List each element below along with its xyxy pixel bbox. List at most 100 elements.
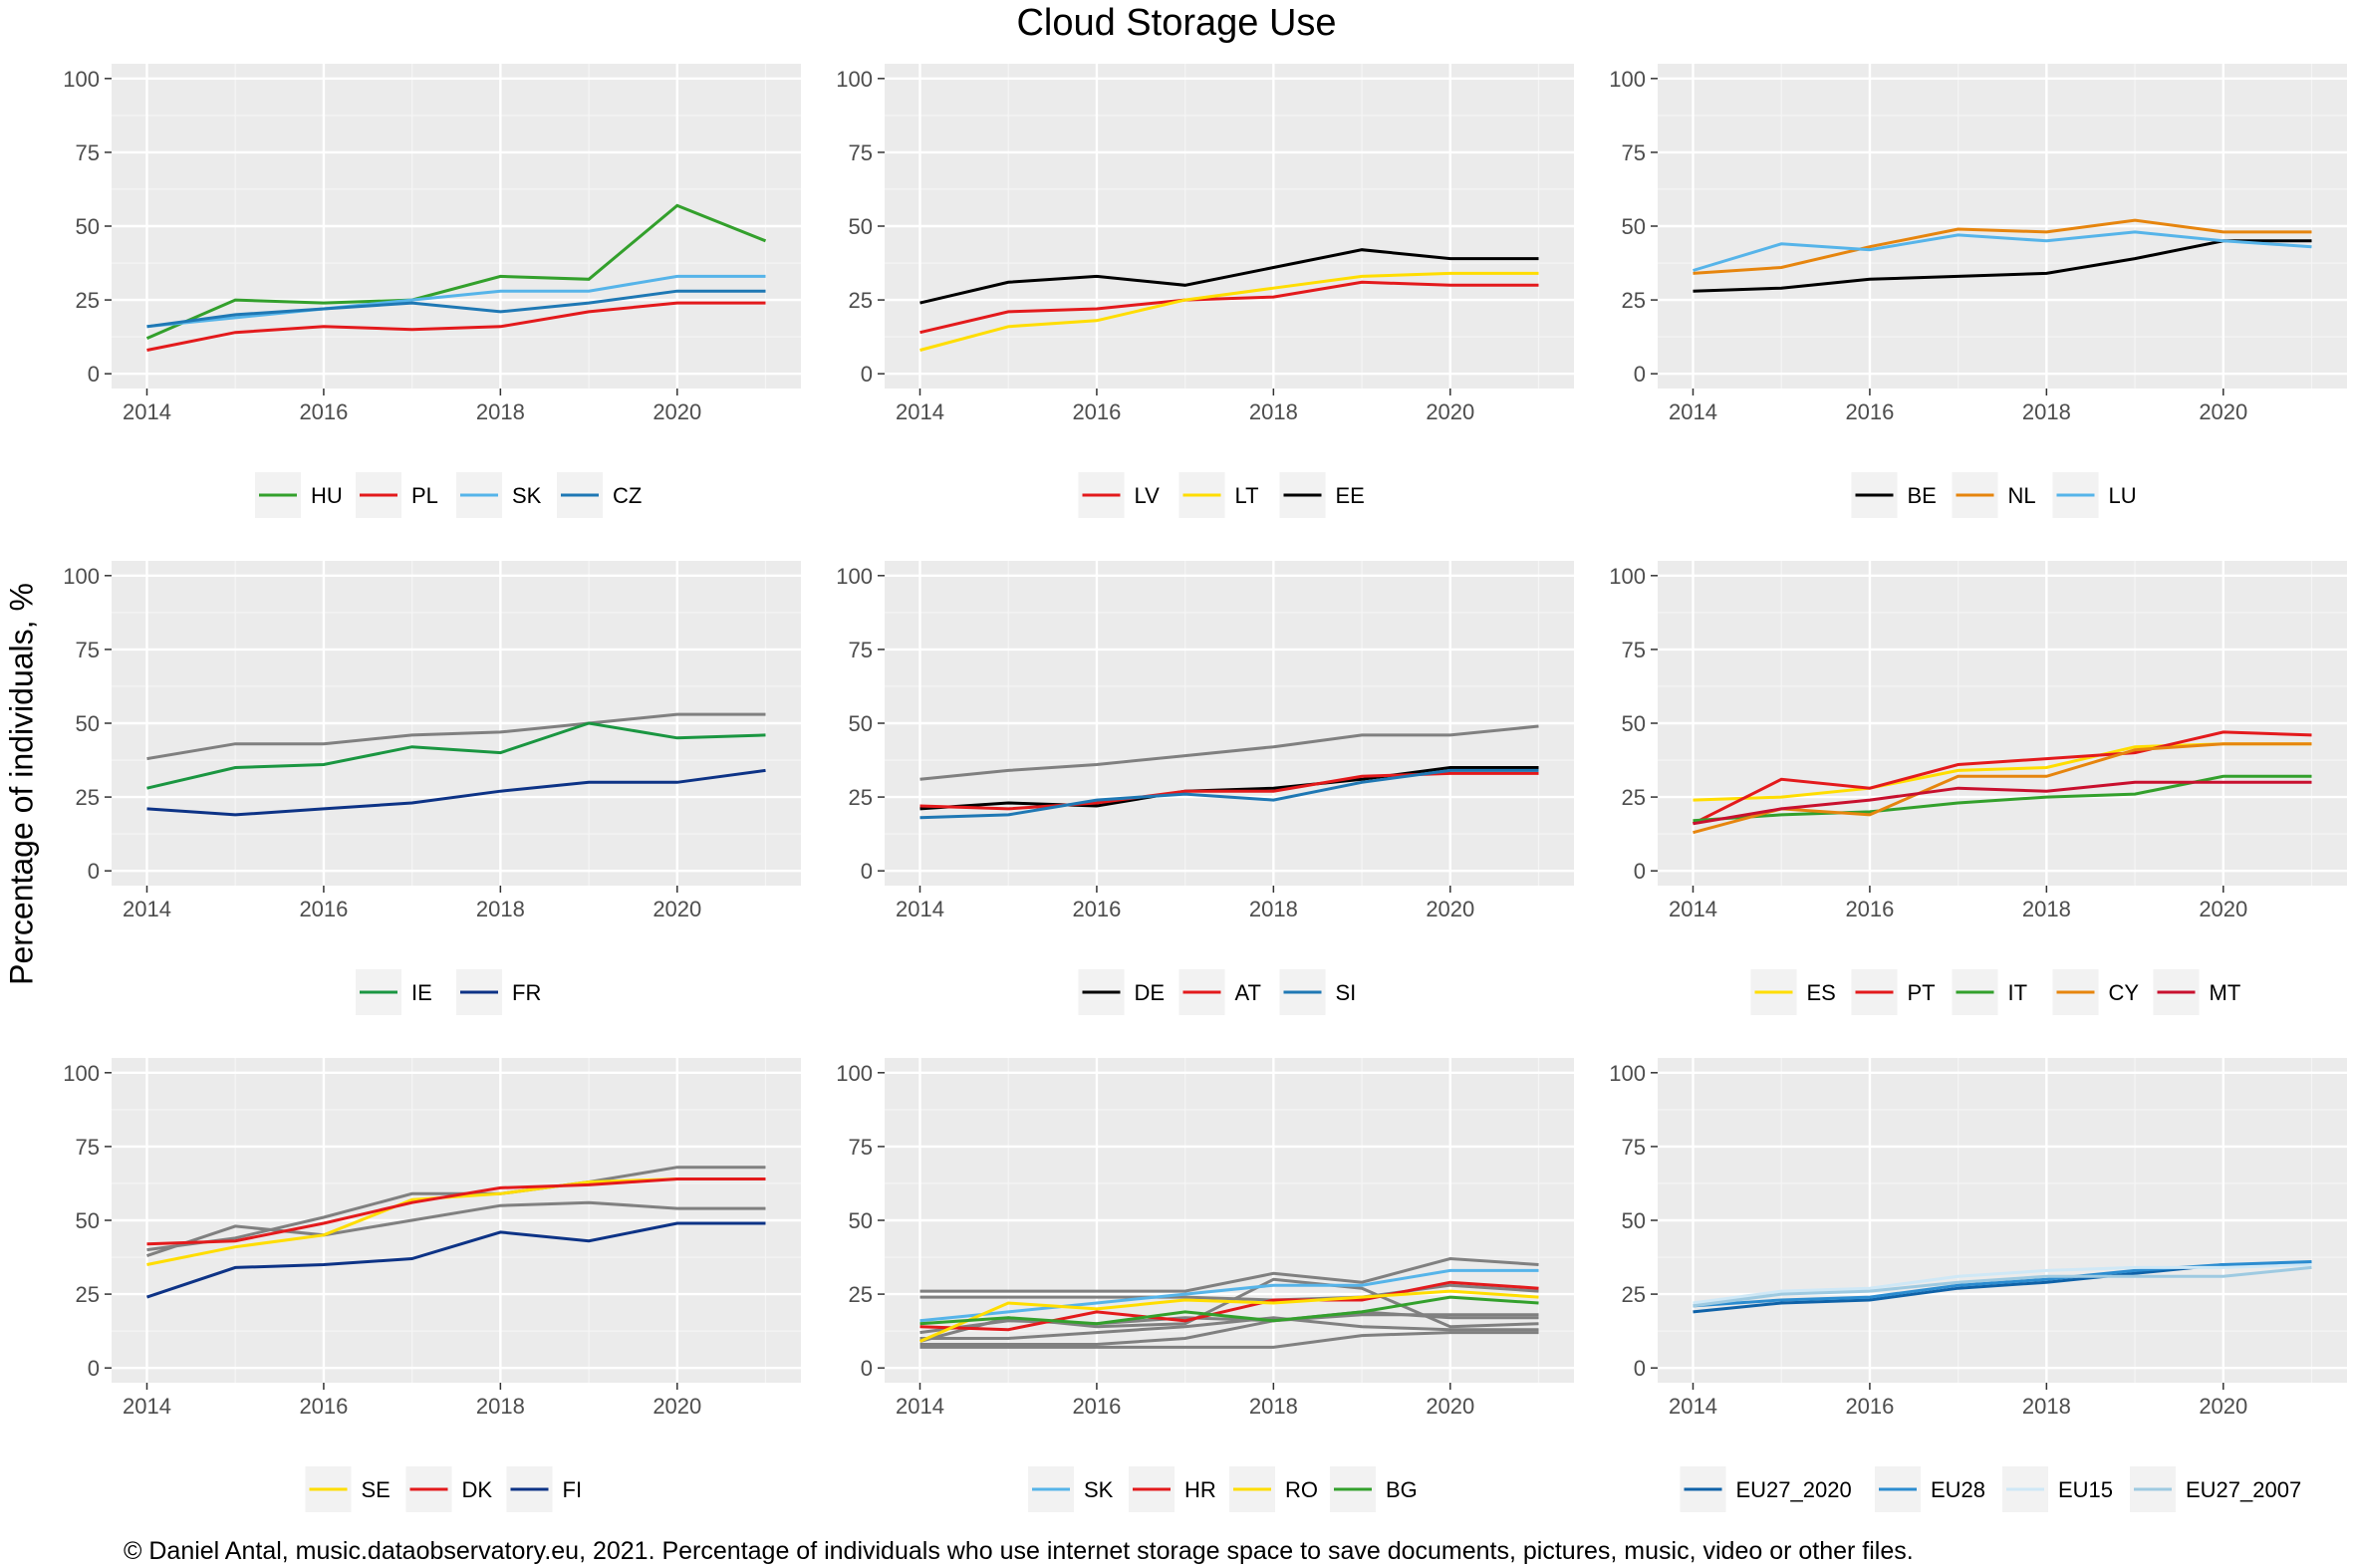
- background-series-line: [146, 1200, 766, 1258]
- y-tick-label: 100: [63, 67, 100, 92]
- series-line-hu: [145, 203, 767, 340]
- legend-label: SK: [1084, 1477, 1114, 1502]
- legend-item-lt: LT: [1178, 472, 1259, 518]
- legend-label: EU15: [2058, 1477, 2113, 1502]
- y-tick-label: 25: [1622, 1282, 1646, 1307]
- x-tick-label: 2018: [2022, 1394, 2071, 1419]
- series-line-mt: [1693, 780, 2312, 826]
- legend-item-fi: FI: [506, 1466, 582, 1512]
- legend-item-hu: HU: [255, 472, 343, 518]
- legend-label: DK: [462, 1477, 493, 1502]
- y-tick-label: 25: [76, 288, 100, 313]
- series-line-pl: [146, 301, 766, 352]
- y-tick-label: 100: [836, 67, 873, 92]
- x-tick-label: 2016: [1072, 399, 1121, 424]
- series-line-cz: [146, 289, 766, 329]
- series-line-eu15: [1693, 1263, 2312, 1305]
- legend-label: SK: [512, 483, 542, 508]
- legend-item-cz: CZ: [557, 472, 642, 518]
- x-tick-label: 2016: [1072, 1394, 1121, 1419]
- x-tick-label: 2020: [2199, 897, 2247, 921]
- y-tick-label: 50: [1622, 711, 1646, 736]
- series-line-pt: [1692, 730, 2312, 826]
- series-line-ee: [919, 248, 1539, 305]
- y-tick-label: 0: [1634, 362, 1646, 387]
- x-tick-label: 2014: [123, 1394, 171, 1419]
- y-tick-label: 25: [1622, 288, 1646, 313]
- y-tick-label: 25: [76, 785, 100, 810]
- legend-item-mt: MT: [2153, 969, 2240, 1015]
- y-tick-label: 100: [63, 564, 100, 589]
- legend-label: PL: [411, 483, 438, 508]
- legend-label: IE: [411, 980, 432, 1005]
- legend-item-be: BE: [1851, 472, 1937, 518]
- y-tick-label: 75: [849, 638, 873, 662]
- legend-item-bg: BG: [1330, 1466, 1418, 1512]
- y-tick-label: 0: [861, 859, 873, 884]
- x-tick-label: 2014: [1669, 399, 1717, 424]
- panel-5: 0 25 50 75 100 2014 2016 2018 2020 DE AT SI: [836, 561, 1574, 1015]
- legend: IE FR: [356, 969, 541, 1015]
- legend-item-pl: PL: [356, 472, 438, 518]
- legend-label: CZ: [613, 483, 642, 508]
- legend-label: LT: [1235, 483, 1259, 508]
- series-line-be: [1693, 239, 2312, 293]
- series-line-ro: [918, 1289, 1539, 1343]
- panel-4: 0 25 50 75 100 2014 2016 2018 2020 IE FR: [63, 561, 801, 1015]
- legend-item-de: DE: [1078, 969, 1165, 1015]
- y-tick-label: 75: [76, 1135, 100, 1160]
- series-line-sk: [919, 1268, 1539, 1323]
- legend-item-eu27_2007: EU27_2007: [2130, 1466, 2301, 1512]
- x-tick-label: 2014: [1669, 897, 1717, 921]
- y-tick-label: 75: [1622, 1135, 1646, 1160]
- series-line-dk: [146, 1177, 766, 1246]
- x-tick-label: 2014: [896, 399, 944, 424]
- x-tick-label: 2016: [1072, 897, 1121, 921]
- legend-item-eu27_2020: EU27_2020: [1680, 1466, 1852, 1512]
- x-tick-label: 2018: [476, 897, 525, 921]
- legend-item-dk: DK: [405, 1466, 493, 1512]
- y-tick-label: 50: [849, 1208, 873, 1233]
- legend-item-lv: LV: [1078, 472, 1160, 518]
- series-line-sk: [146, 274, 766, 329]
- x-tick-label: 2014: [896, 1394, 944, 1419]
- y-tick-label: 0: [88, 859, 100, 884]
- x-tick-label: 2018: [1249, 1394, 1298, 1419]
- background-series-line: [919, 724, 1539, 781]
- y-tick-label: 100: [836, 1061, 873, 1086]
- y-tick-label: 0: [861, 1356, 873, 1381]
- caption: © Daniel Antal, music.dataobservatory.eu…: [124, 1537, 1914, 1565]
- legend-item-si: SI: [1279, 969, 1356, 1015]
- x-tick-label: 2016: [1845, 1394, 1894, 1419]
- background-series-line: [919, 1310, 1539, 1335]
- chart-title: Cloud Storage Use: [1016, 2, 1337, 44]
- series-line-bg: [919, 1295, 1539, 1326]
- legend-label: LU: [2109, 483, 2137, 508]
- legend-item-fr: FR: [456, 969, 541, 1015]
- x-tick-label: 2014: [123, 399, 171, 424]
- y-tick-label: 100: [1609, 1061, 1646, 1086]
- panel-2: 0 25 50 75 100 2014 2016 2018 2020 LV LT EE: [836, 64, 1574, 518]
- legend-item-pt: PT: [1851, 969, 1936, 1015]
- x-tick-label: 2018: [1249, 897, 1298, 921]
- series-line-lu: [1693, 230, 2312, 272]
- legend-item-nl: NL: [1952, 472, 2036, 518]
- legend-item-sk: SK: [1028, 1466, 1114, 1512]
- legend: BE NL LU: [1851, 472, 2137, 518]
- x-tick-label: 2018: [476, 399, 525, 424]
- legend-label: HR: [1184, 1477, 1216, 1502]
- legend-item-lu: LU: [2052, 472, 2137, 518]
- legend-item-at: AT: [1178, 969, 1261, 1015]
- legend: SE DK FI: [305, 1466, 582, 1512]
- legend-item-hr: HR: [1129, 1466, 1216, 1512]
- y-tick-label: 100: [1609, 67, 1646, 92]
- x-tick-label: 2020: [653, 399, 701, 424]
- y-tick-label: 75: [1622, 638, 1646, 662]
- y-tick-label: 50: [1622, 1208, 1646, 1233]
- x-tick-label: 2020: [653, 897, 701, 921]
- y-tick-label: 100: [836, 564, 873, 589]
- legend: HU PL SK CZ: [255, 472, 642, 518]
- y-tick-label: 75: [849, 140, 873, 165]
- series-line-hr: [919, 1280, 1539, 1332]
